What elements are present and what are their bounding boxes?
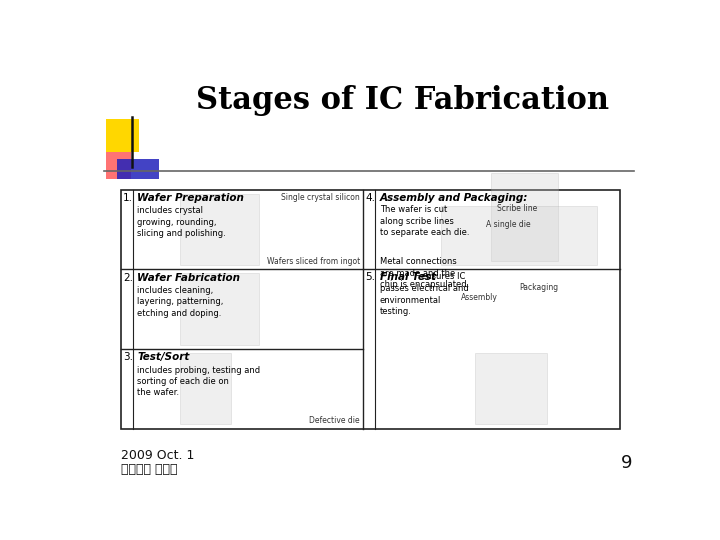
Bar: [117, 159, 158, 179]
Text: A single die: A single die: [486, 220, 531, 230]
Text: Metal connections
are made and the
chip is encapsulated.: Metal connections are made and the chip …: [379, 258, 469, 289]
Text: includes cleaning,
layering, patterning,
etching and doping.: includes cleaning, layering, patterning,…: [138, 286, 224, 318]
Text: Stages of IC Fabrication: Stages of IC Fabrication: [196, 85, 609, 116]
Bar: [181, 194, 258, 265]
Bar: [474, 353, 547, 424]
Text: Wafer Preparation: Wafer Preparation: [138, 193, 244, 203]
Text: Test/Sort: Test/Sort: [138, 352, 190, 362]
Text: 2009 Oct. 1: 2009 Oct. 1: [121, 449, 194, 462]
Text: Single crystal silicon: Single crystal silicon: [282, 193, 360, 202]
Text: Assembly and Packaging:: Assembly and Packaging:: [379, 193, 528, 203]
Text: includes crystal
growing, rounding,
slicing and polishing.: includes crystal growing, rounding, slic…: [138, 206, 226, 238]
Text: includes probing, testing and
sorting of each die on
the wafer.: includes probing, testing and sorting of…: [138, 366, 261, 397]
Text: The wafer is cut
along scribe lines
to separate each die.: The wafer is cut along scribe lines to s…: [379, 205, 469, 237]
Text: Packaging: Packaging: [519, 283, 558, 292]
Bar: [106, 152, 131, 179]
Bar: [491, 173, 558, 261]
Text: passes electrical and
environmental
testing.: passes electrical and environmental test…: [379, 284, 469, 316]
Text: Final Test: Final Test: [379, 273, 436, 282]
Text: Wafers sliced from ingot: Wafers sliced from ingot: [267, 257, 360, 266]
Text: Defective die: Defective die: [310, 416, 360, 426]
Bar: [121, 190, 620, 429]
Text: Scribe line: Scribe line: [497, 204, 537, 213]
Text: 2.: 2.: [123, 273, 133, 282]
Text: 1.: 1.: [123, 193, 133, 203]
Text: ensures IC: ensures IC: [421, 273, 466, 281]
Text: 4.: 4.: [365, 193, 375, 203]
Text: 中山電機 黃義佑: 中山電機 黃義佑: [121, 463, 177, 476]
Text: Wafer Fabrication: Wafer Fabrication: [138, 273, 240, 282]
Bar: [441, 206, 598, 265]
Text: 5.: 5.: [365, 273, 375, 282]
Bar: [181, 353, 230, 424]
Text: 3.: 3.: [123, 352, 133, 362]
Bar: [181, 273, 258, 345]
Text: Assembly: Assembly: [461, 293, 498, 302]
Bar: [106, 119, 139, 152]
Text: 9: 9: [621, 454, 632, 472]
